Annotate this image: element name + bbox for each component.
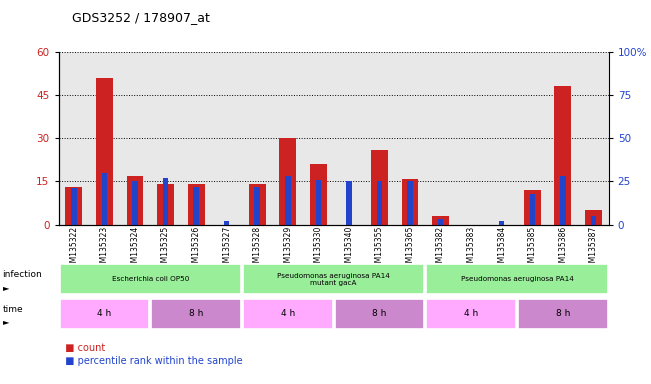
Bar: [585, 210, 602, 225]
Bar: [426, 264, 608, 295]
Bar: [243, 264, 424, 295]
Bar: [249, 184, 266, 225]
Bar: [316, 180, 321, 225]
Text: 4 h: 4 h: [281, 310, 295, 318]
Bar: [132, 182, 138, 225]
Bar: [590, 216, 596, 225]
Bar: [96, 78, 113, 225]
Bar: [432, 216, 449, 225]
Bar: [310, 164, 327, 225]
Bar: [371, 150, 388, 225]
Text: Escherichia coli OP50: Escherichia coli OP50: [111, 276, 189, 282]
Bar: [59, 264, 241, 295]
Bar: [408, 182, 413, 225]
Bar: [126, 176, 143, 225]
Bar: [255, 187, 260, 225]
Bar: [157, 184, 174, 225]
Bar: [59, 299, 149, 329]
Bar: [524, 190, 541, 225]
Text: 8 h: 8 h: [189, 310, 203, 318]
Text: 8 h: 8 h: [372, 310, 387, 318]
Bar: [285, 176, 290, 225]
Bar: [243, 299, 333, 329]
Bar: [66, 187, 82, 225]
Text: 4 h: 4 h: [464, 310, 478, 318]
Text: Pseudomonas aeruginosa PA14
mutant gacA: Pseudomonas aeruginosa PA14 mutant gacA: [277, 273, 390, 286]
Text: 4 h: 4 h: [97, 310, 111, 318]
Bar: [529, 194, 535, 225]
Bar: [335, 299, 424, 329]
Bar: [499, 221, 505, 225]
Text: ►: ►: [3, 283, 9, 292]
Text: ■ percentile rank within the sample: ■ percentile rank within the sample: [59, 356, 242, 366]
Bar: [426, 299, 516, 329]
Bar: [346, 182, 352, 225]
Text: ►: ►: [3, 318, 9, 326]
Bar: [377, 182, 382, 225]
Bar: [438, 220, 443, 225]
Bar: [224, 221, 229, 225]
Bar: [402, 179, 419, 225]
Bar: [163, 178, 169, 225]
Bar: [560, 176, 566, 225]
Text: time: time: [3, 305, 23, 313]
Bar: [151, 299, 241, 329]
Bar: [193, 187, 199, 225]
Text: ■ count: ■ count: [59, 343, 105, 353]
Bar: [102, 173, 107, 225]
Bar: [187, 184, 204, 225]
Bar: [555, 86, 571, 225]
Text: infection: infection: [3, 270, 42, 279]
Text: Pseudomonas aeruginosa PA14: Pseudomonas aeruginosa PA14: [460, 276, 574, 282]
Bar: [279, 138, 296, 225]
Text: GDS3252 / 178907_at: GDS3252 / 178907_at: [72, 12, 210, 25]
Text: 8 h: 8 h: [556, 310, 570, 318]
Bar: [518, 299, 608, 329]
Bar: [71, 189, 77, 225]
